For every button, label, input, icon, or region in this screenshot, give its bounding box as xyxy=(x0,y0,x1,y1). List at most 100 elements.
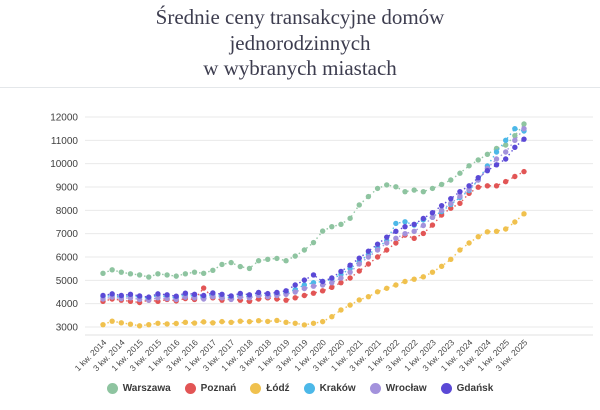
data-point xyxy=(521,121,527,127)
data-point xyxy=(319,318,326,325)
data-point xyxy=(402,219,408,225)
data-point xyxy=(283,258,289,264)
data-point xyxy=(310,290,317,296)
data-point xyxy=(136,293,143,299)
data-point xyxy=(521,168,527,175)
data-point xyxy=(512,144,518,151)
data-point xyxy=(347,215,353,221)
data-point xyxy=(301,277,308,283)
y-axis-label: 8000 xyxy=(56,206,79,217)
chart-legend: Warszawa Poznań Łódź Kraków Wrocław Gdań… xyxy=(0,383,600,394)
data-point xyxy=(182,294,189,300)
data-point xyxy=(466,183,472,189)
data-point xyxy=(228,319,234,326)
data-point xyxy=(429,214,436,221)
legend-item-gdansk[interactable]: Gdańsk xyxy=(440,383,494,394)
data-point xyxy=(329,314,335,320)
data-point xyxy=(365,193,372,200)
data-point xyxy=(301,292,308,299)
data-point xyxy=(164,295,170,302)
data-point xyxy=(310,283,317,289)
data-point xyxy=(246,292,253,298)
data-point xyxy=(512,137,518,144)
data-point xyxy=(521,211,527,217)
data-point xyxy=(384,234,390,240)
legend-item-wroclaw[interactable]: Wrocław xyxy=(369,383,427,394)
data-point xyxy=(100,292,106,299)
data-point xyxy=(356,261,362,267)
data-point xyxy=(283,319,289,326)
data-point xyxy=(283,288,289,294)
data-point xyxy=(329,223,335,230)
lodz-swatch-icon xyxy=(250,383,262,394)
data-point xyxy=(475,234,481,240)
legend-item-lodz[interactable]: Łódź xyxy=(250,383,290,394)
legend-label: Gdańsk xyxy=(456,383,494,394)
price-chart: 3000 4000 5000 6000 7000 8000 9000 10000 11000 12… xyxy=(50,113,593,373)
data-point xyxy=(255,258,262,264)
data-point xyxy=(292,253,298,259)
data-point xyxy=(118,320,125,326)
gdansk-swatch-icon xyxy=(440,383,452,394)
data-point xyxy=(503,178,509,185)
data-point xyxy=(164,272,170,278)
data-point xyxy=(365,293,372,300)
data-point xyxy=(448,205,454,211)
data-point xyxy=(118,269,125,275)
data-point xyxy=(319,278,326,285)
data-point xyxy=(164,292,170,298)
data-point xyxy=(393,235,399,242)
data-point xyxy=(448,177,454,183)
data-point xyxy=(393,240,399,246)
data-point xyxy=(265,290,271,297)
data-point xyxy=(182,290,189,296)
data-point xyxy=(319,228,326,234)
y-axis-label: 12000 xyxy=(50,113,78,124)
data-point xyxy=(310,272,317,278)
legend-item-poznan[interactable]: Poznań xyxy=(184,383,236,394)
data-point xyxy=(374,241,381,247)
data-point xyxy=(411,221,417,228)
data-point xyxy=(393,282,399,288)
data-point xyxy=(127,321,134,327)
data-point xyxy=(274,255,280,262)
data-point xyxy=(512,219,518,225)
data-point xyxy=(255,289,262,296)
data-point xyxy=(338,221,344,228)
legend-item-krakow[interactable]: Kraków xyxy=(303,383,356,394)
y-axis-label: 6000 xyxy=(56,253,79,264)
data-point xyxy=(457,200,463,207)
title-line-3: w wybranych miastach xyxy=(203,56,397,81)
y-axis-label: 4000 xyxy=(56,299,79,310)
data-point xyxy=(420,230,427,237)
data-point xyxy=(292,289,298,295)
data-point xyxy=(127,271,134,277)
data-point xyxy=(493,149,500,155)
data-point xyxy=(512,132,518,139)
data-point xyxy=(402,230,408,237)
data-point xyxy=(127,291,134,298)
data-point xyxy=(493,228,500,235)
data-point xyxy=(255,318,262,324)
krakow-swatch-icon xyxy=(303,383,315,394)
data-point xyxy=(146,274,152,280)
data-point xyxy=(457,188,463,195)
legend-item-warszawa[interactable]: Warszawa xyxy=(106,383,171,394)
data-point xyxy=(182,271,189,277)
data-point xyxy=(493,162,500,168)
data-point xyxy=(155,320,161,326)
data-point xyxy=(109,291,115,297)
data-point xyxy=(448,256,454,263)
y-axis-label: 5000 xyxy=(56,276,79,287)
title-line-2: jednorodzinnych xyxy=(229,30,371,55)
data-point xyxy=(448,195,454,202)
data-point xyxy=(210,267,216,273)
data-point xyxy=(493,183,500,189)
data-point xyxy=(475,157,481,163)
data-point xyxy=(100,321,106,328)
y-axis-label: 10000 xyxy=(50,159,78,170)
data-point xyxy=(191,320,198,326)
data-point xyxy=(173,293,179,299)
data-point xyxy=(319,288,326,294)
data-point xyxy=(283,297,289,303)
